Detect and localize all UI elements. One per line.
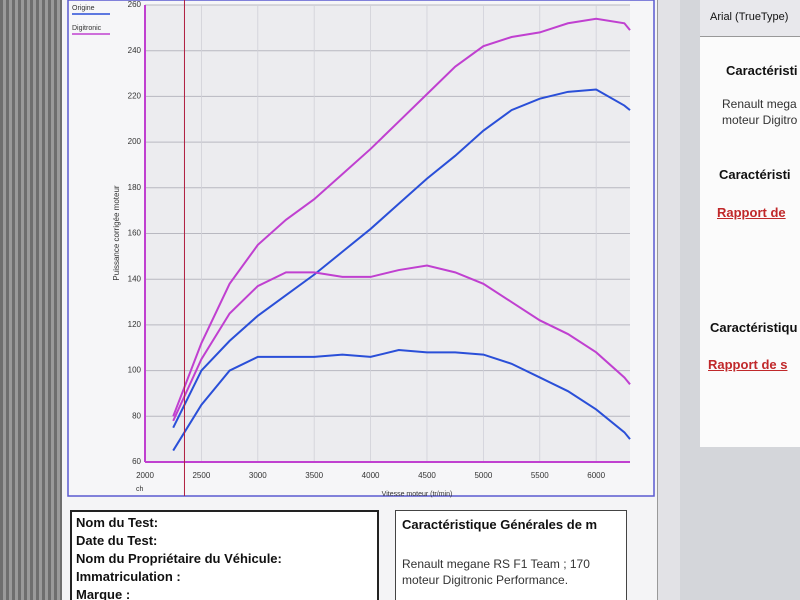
series-line — [172, 17, 631, 417]
y-axis-label: Puissance corrigée moteur — [112, 185, 121, 280]
specs-line: moteur Digitronic Performance. — [402, 573, 569, 587]
x-axis-label: Vitesse moteur (tr/min) — [382, 491, 453, 498]
monitor-frame — [0, 0, 62, 600]
y-tick-label: 80 — [132, 411, 141, 420]
info-labels: Nom du Test: Date du Test: Nom du Propri… — [76, 514, 282, 600]
y-tick-label: 180 — [128, 183, 142, 192]
x-tick-label: 3500 — [305, 471, 323, 480]
y-unit: ch — [136, 486, 144, 493]
field-label: Marque : — [76, 587, 131, 600]
y-tick-label: 120 — [128, 320, 142, 329]
series-line — [172, 349, 631, 452]
legend-label: Origine — [72, 5, 95, 12]
side-heading: Caractéristi — [726, 63, 798, 78]
field-label: Date du Test: — [76, 533, 158, 548]
side-document: Caractéristi Renault mega moteur Digitro… — [700, 37, 800, 447]
x-tick-label: 3000 — [249, 471, 267, 480]
test-info-box: Nom du Test: Date du Test: Nom du Propri… — [70, 510, 379, 600]
x-tick-label: 6000 — [587, 471, 605, 480]
side-text: Renault mega — [722, 97, 797, 111]
y-tick-label: 100 — [128, 366, 142, 375]
font-selector[interactable]: Arial (TrueType) — [710, 11, 789, 23]
side-heading: Caractéristiqu — [710, 320, 798, 335]
side-heading: Caractéristi — [719, 167, 791, 182]
x-tick-label: 4500 — [418, 471, 436, 480]
x-tick-label: 5500 — [531, 471, 549, 480]
field-label: Nom du Test: — [76, 515, 159, 530]
y-tick-label: 160 — [128, 229, 142, 238]
scrollbar[interactable] — [657, 0, 680, 600]
y-tick-label: 220 — [128, 92, 142, 101]
field-label: Nom du Propriétaire du Véhicule: — [76, 551, 282, 566]
field-label: Immatriculation : — [76, 569, 181, 584]
legend-label: Digitronic — [72, 25, 102, 32]
y-tick-label: 140 — [128, 274, 142, 283]
series-line — [172, 264, 631, 422]
specs-line: Renault megane RS F1 Team ; 170 — [402, 557, 590, 571]
y-tick-label: 260 — [128, 0, 142, 9]
chart: Origine Digitronic ch Vitesse moteur (tr… — [67, 0, 655, 498]
font-toolbar[interactable]: Arial (TrueType) — [700, 0, 800, 37]
side-link[interactable]: Rapport de — [717, 205, 786, 220]
x-tick-label: 5000 — [474, 471, 492, 480]
x-tick-label: 2000 — [136, 471, 154, 480]
y-tick-label: 60 — [132, 457, 141, 466]
side-text: moteur Digitro — [722, 113, 798, 127]
y-tick-label: 200 — [128, 137, 142, 146]
side-link[interactable]: Rapport de s — [708, 357, 788, 372]
specs-box: Caractéristique Générales de m Renault m… — [395, 510, 627, 600]
specs-title: Caractéristique Générales de m — [402, 517, 598, 532]
x-tick-label: 2500 — [192, 471, 210, 480]
x-tick-label: 4000 — [362, 471, 380, 480]
y-tick-label: 240 — [128, 46, 142, 55]
series-line — [172, 88, 631, 429]
